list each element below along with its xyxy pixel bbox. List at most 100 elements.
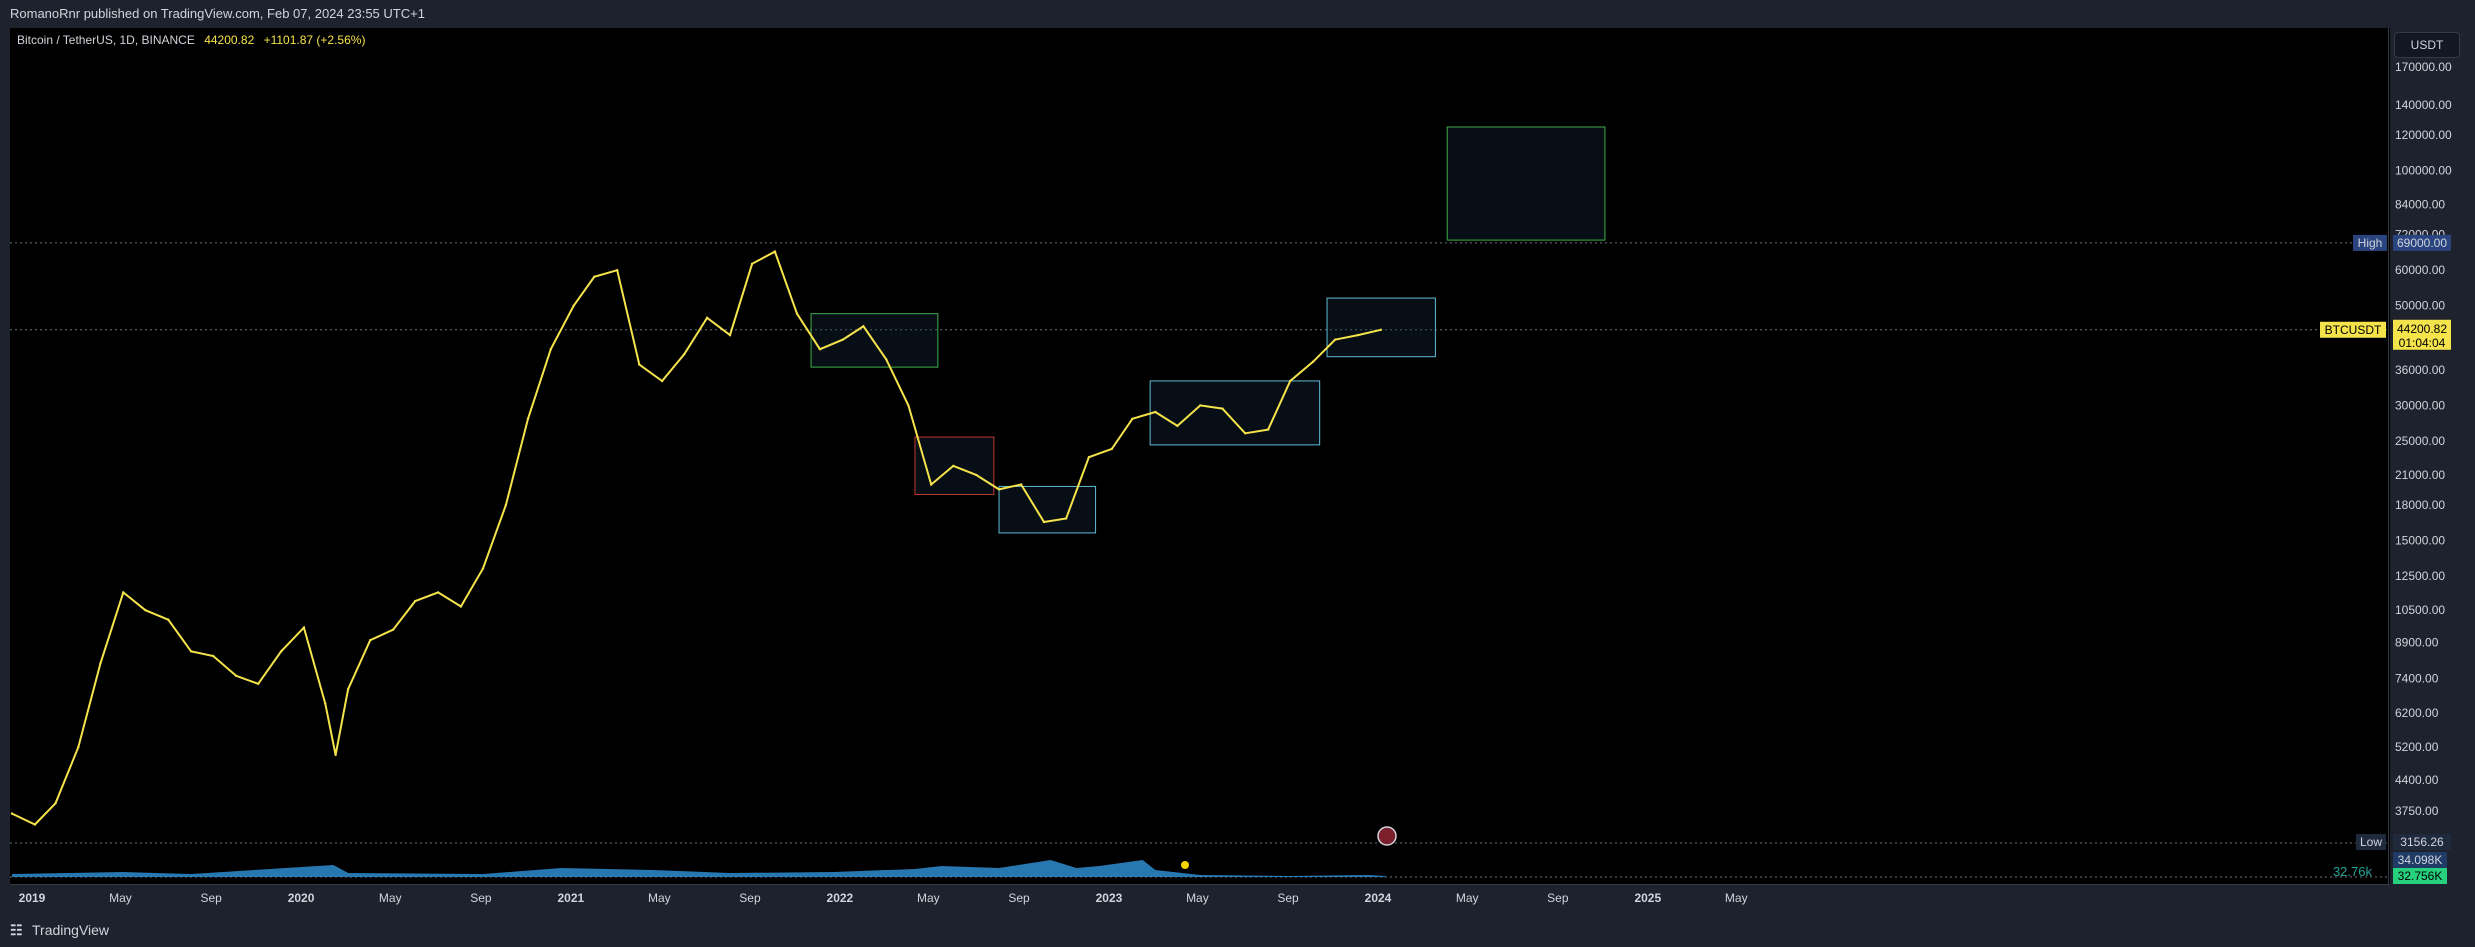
price-point [346, 688, 350, 691]
chart-area[interactable] [10, 28, 2390, 885]
footer-brand[interactable]: TradingView [32, 922, 110, 938]
x-tick-label: 2024 [1365, 891, 1392, 905]
x-tick-label: May [917, 891, 940, 905]
price-point [99, 662, 102, 665]
price-point [459, 605, 463, 608]
high-marker-label-bg [2353, 234, 2387, 251]
x-tick-label: 2025 [1634, 891, 1661, 905]
legend-price: 44200.82 [204, 33, 255, 47]
price-point [481, 567, 485, 570]
y-tick-label: 120000.00 [2395, 128, 2452, 142]
event-flag-icon [1377, 826, 1397, 846]
high-marker-value: 69000.00 [2397, 236, 2447, 250]
price-point [818, 348, 822, 351]
price-point [414, 599, 417, 603]
y-tick-label: 18000.00 [2395, 498, 2445, 512]
price-point [773, 250, 777, 253]
x-tick-label: May [1186, 891, 1209, 905]
price-point [1266, 428, 1270, 431]
low-marker-value: 3156.26 [2400, 835, 2444, 849]
price-point [728, 333, 732, 337]
y-tick-label: 100000.00 [2395, 164, 2452, 178]
zone-box-green [810, 313, 939, 368]
price-point [279, 650, 283, 653]
price-point [997, 488, 1001, 491]
x-tick-label: May [1456, 891, 1479, 905]
price-point [189, 650, 193, 653]
price-point [167, 618, 170, 621]
y-tick-label: 7400.00 [2395, 671, 2439, 685]
price-point [1087, 456, 1091, 459]
countdown-value: 01:04:04 [2399, 336, 2446, 350]
symbol-name: Bitcoin / TetherUS, 1D, BINANCE [17, 33, 195, 47]
volume-value-label-bg [2393, 852, 2447, 868]
zone-box-green [1446, 126, 1606, 241]
price-point [683, 353, 686, 356]
x-tick-label: Sep [1008, 891, 1030, 905]
price-point [144, 609, 147, 612]
publish-text: RomanoRnr published on TradingView.com, … [10, 6, 425, 21]
price-point [257, 682, 260, 685]
footer-bar: ☷ TradingView [0, 912, 2475, 947]
y-tick-label: 3750.00 [2395, 804, 2439, 818]
high-marker-value-bg [2393, 234, 2451, 251]
price-point [795, 312, 799, 315]
y-tick-label: 5200.00 [2395, 740, 2439, 754]
tradingview-logo-icon[interactable]: ☷ [10, 922, 23, 938]
price-point [1064, 517, 1068, 520]
price-point [1176, 424, 1179, 428]
publish-header: RomanoRnr published on TradingView.com, … [0, 0, 2475, 28]
x-tick-label: 2021 [557, 891, 584, 905]
price-point [660, 379, 664, 383]
price-point [1154, 410, 1157, 414]
y-tick-label: 10500.00 [2395, 603, 2445, 617]
price-axis-divider [2388, 28, 2389, 885]
price-point [77, 746, 80, 749]
price-point [234, 674, 238, 677]
last-price-value: 44200.82 [2397, 322, 2447, 336]
price-point [1199, 404, 1202, 407]
symbol-marker-label: BTCUSDT [2325, 323, 2382, 337]
price-point [930, 483, 933, 486]
last-price-badge-bg [2393, 319, 2451, 350]
price-point [436, 591, 440, 594]
x-tick-label: May [1725, 891, 1748, 905]
price-point [1333, 338, 1337, 341]
low-marker-label-bg [2356, 834, 2386, 850]
symbol-marker-label-bg [2320, 321, 2386, 338]
y-tick-label: 60000.00 [2395, 263, 2445, 277]
price-point [705, 316, 709, 319]
dividend-dot-icon [1181, 861, 1189, 869]
x-tick-label: 2022 [827, 891, 854, 905]
y-tick-label: 25000.00 [2395, 434, 2445, 448]
price-point [334, 753, 337, 757]
price-point [369, 639, 372, 642]
y-tick-label: 140000.00 [2395, 98, 2452, 112]
price-point [885, 358, 888, 361]
y-tick-label: 6200.00 [2395, 706, 2439, 720]
price-point [54, 802, 57, 805]
currency-button[interactable]: USDT [2394, 32, 2460, 58]
price-point [504, 503, 508, 507]
y-tick-label: 4400.00 [2395, 773, 2439, 787]
high-marker-label: High [2358, 236, 2383, 250]
price-point [1131, 417, 1134, 420]
x-tick-label: Sep [739, 891, 761, 905]
price-point [212, 654, 215, 658]
price-line [11, 250, 1382, 826]
volume-left-label: 32.76k [2333, 864, 2373, 879]
price-point [324, 702, 327, 705]
legend-change: +1101.87 (+2.56%) [263, 33, 366, 47]
price-point [616, 269, 619, 272]
x-tick-label: 2023 [1096, 891, 1123, 905]
price-point [1311, 360, 1315, 363]
low-marker-value-bg [2393, 834, 2451, 850]
x-tick-label: May [648, 891, 671, 905]
y-tick-label: 50000.00 [2395, 299, 2445, 313]
zone-box-cyan [1149, 380, 1321, 446]
price-point [750, 262, 754, 265]
price-point [593, 275, 596, 278]
y-tick-label: 15000.00 [2395, 534, 2445, 548]
x-tick-label: Sep [470, 891, 492, 905]
